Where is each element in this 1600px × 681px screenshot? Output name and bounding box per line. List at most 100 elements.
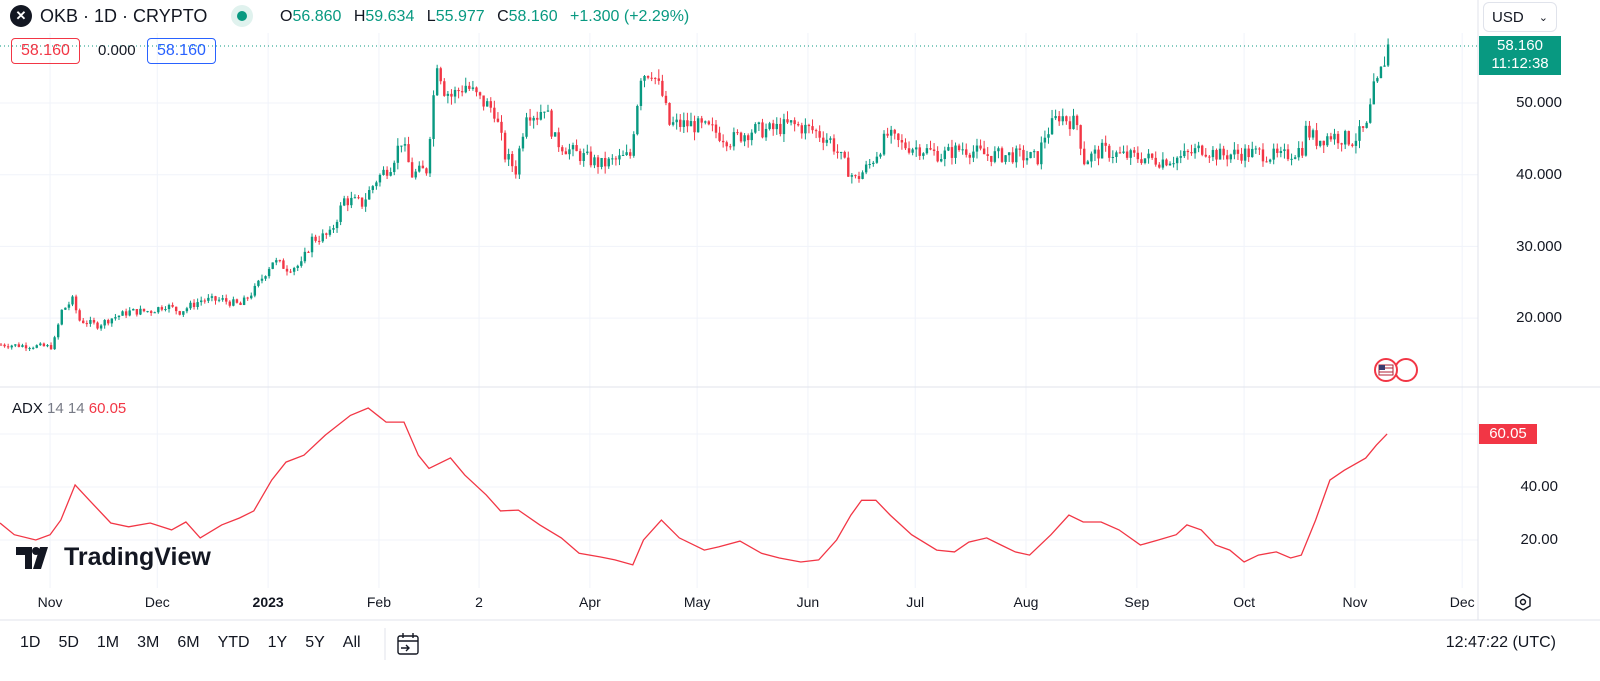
candle	[1354, 133, 1358, 154]
candle	[414, 168, 417, 180]
candle	[0, 342, 3, 346]
candle-body	[593, 157, 596, 166]
candle	[1050, 109, 1054, 135]
range-button-1d[interactable]: 1D	[20, 634, 41, 651]
candle	[214, 295, 217, 305]
candle	[979, 139, 982, 151]
candle	[511, 151, 514, 173]
candle-body	[432, 95, 435, 139]
candle-body	[671, 122, 675, 125]
candle-body	[782, 119, 786, 135]
candle	[46, 344, 49, 348]
currency-select[interactable]: USD ⌄	[1483, 2, 1557, 32]
candle-body	[1143, 158, 1147, 164]
candle-body	[468, 85, 471, 89]
candle	[1133, 147, 1136, 157]
range-selector: 1D 5D 1M 3M 6M YTD 1Y 5Y All	[20, 634, 361, 652]
candle-body	[940, 159, 943, 162]
candle	[1161, 152, 1165, 170]
candle-body	[464, 85, 467, 93]
time-axis-label: May	[683, 594, 711, 610]
range-button-6m[interactable]: 6M	[177, 634, 200, 651]
candle	[346, 195, 349, 212]
range-button-5d[interactable]: 5D	[58, 634, 79, 651]
adx-param: 14	[47, 400, 64, 417]
candle	[453, 86, 457, 104]
candle-body	[957, 145, 961, 151]
candle-body	[546, 110, 550, 112]
candle	[904, 138, 907, 150]
candle	[746, 133, 750, 148]
candle	[450, 89, 453, 105]
candle	[471, 80, 475, 91]
time-axis-label: Jun	[796, 594, 820, 610]
candle	[135, 308, 139, 317]
candle	[779, 117, 782, 137]
candle	[750, 129, 753, 146]
range-button-ytd[interactable]: YTD	[217, 634, 250, 651]
candle	[1007, 152, 1011, 162]
candle	[893, 128, 896, 140]
range-button-1y[interactable]: 1Y	[267, 634, 288, 651]
candle	[1058, 111, 1061, 126]
utc-clock[interactable]: 12:47:22 (UTC)	[1445, 634, 1556, 651]
candle-body	[24, 345, 28, 349]
candle-body	[779, 123, 782, 135]
candle-body	[225, 298, 228, 302]
candle-body	[1311, 130, 1315, 138]
candle	[178, 310, 181, 316]
candle-body	[568, 149, 571, 155]
candle-body	[382, 169, 385, 175]
candle-body	[1326, 136, 1329, 146]
candle-body	[786, 119, 789, 123]
symbol-header[interactable]: ✕ OKB · 1D · CRYPTO	[10, 5, 254, 27]
candle	[489, 97, 492, 113]
range-button-all[interactable]: All	[342, 634, 361, 651]
range-button-3m[interactable]: 3M	[137, 634, 160, 651]
candle	[1043, 130, 1047, 149]
adx-legend[interactable]: ADX 14 14 60.05	[12, 400, 126, 417]
candle	[117, 315, 121, 320]
candle-body	[1100, 142, 1104, 159]
candle-body	[1197, 145, 1200, 149]
candle-body	[250, 295, 253, 299]
adx-param: 14	[67, 400, 85, 417]
sell-button[interactable]: 58.160	[11, 38, 80, 64]
candle	[500, 115, 503, 141]
candle-body	[907, 148, 911, 153]
candle-body	[872, 162, 875, 165]
adx-axis-label: 40.00	[1520, 478, 1558, 495]
candle-body	[603, 157, 607, 167]
candle	[1276, 143, 1279, 158]
candle	[114, 313, 117, 321]
candle	[1201, 144, 1204, 157]
candle	[982, 140, 986, 155]
buy-button[interactable]: 58.160	[147, 38, 216, 64]
range-button-1m[interactable]: 1M	[96, 634, 120, 651]
tradingview-watermark[interactable]: TradingView	[16, 543, 211, 572]
range-button-5y[interactable]: 5Y	[305, 634, 325, 651]
candle-body	[754, 124, 757, 133]
candle-body	[768, 123, 771, 129]
candle-body	[1372, 81, 1375, 105]
candle-body	[1297, 148, 1300, 158]
candle-body	[368, 190, 371, 200]
candle-body	[35, 345, 38, 348]
candle-body	[39, 343, 42, 346]
candle	[253, 283, 257, 298]
candle-body	[611, 158, 614, 160]
market-status-icon[interactable]	[231, 5, 254, 27]
candle-body	[1097, 149, 1100, 159]
candle	[1301, 141, 1304, 159]
candle-body	[693, 121, 696, 133]
candle-body	[178, 311, 181, 315]
candle	[521, 133, 525, 152]
candle-body	[1229, 154, 1232, 160]
candle	[911, 147, 914, 156]
candle	[282, 258, 285, 269]
candle	[1093, 145, 1097, 162]
candle	[153, 311, 156, 314]
candle-body	[1047, 134, 1050, 138]
ohlc-legend: O56.860 H59.634 L55.977 C58.160 +1.300 (…	[280, 8, 697, 26]
